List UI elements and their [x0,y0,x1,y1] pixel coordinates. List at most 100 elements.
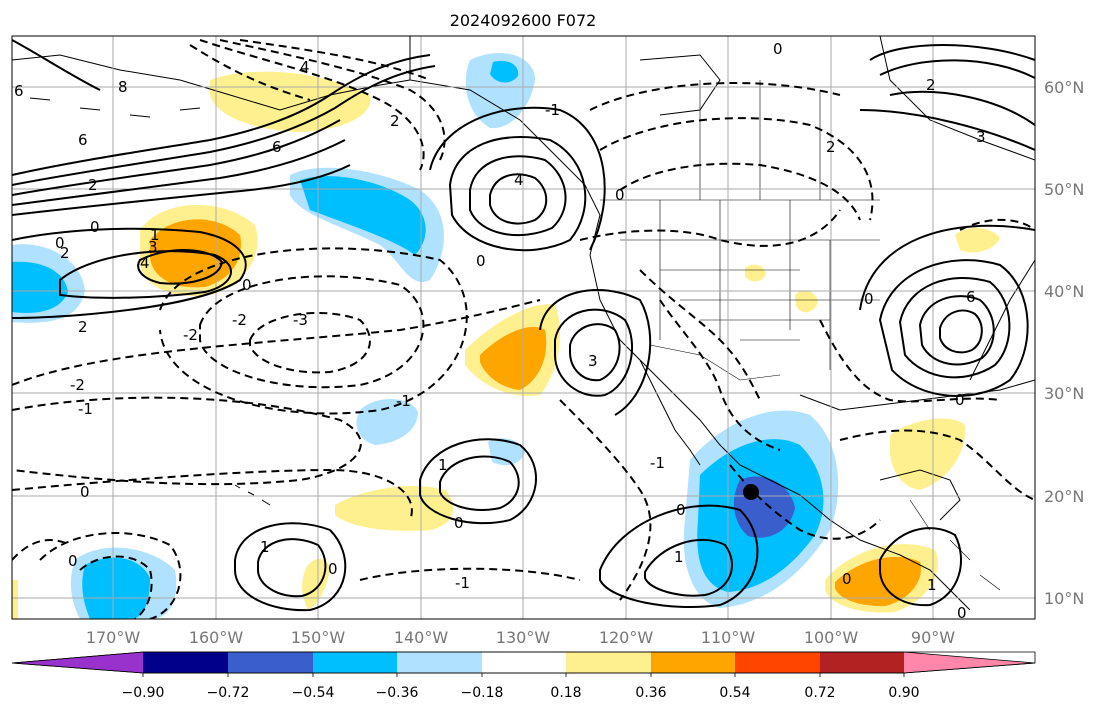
anomaly-region-orange [835,556,921,607]
longitude-tick-label: 130°W [496,628,551,647]
anomaly-region-blue [82,557,150,619]
contour-label: 0 [55,234,65,252]
colorbar-segment [228,652,313,673]
contour-jet-band [12,65,436,186]
contour-greenland-high [879,59,1035,79]
contour-label: -1 [545,101,560,119]
contour-label: 0 [864,290,874,308]
longitude-tick-label: 140°W [394,628,449,647]
map-frame [11,35,1036,620]
contour-east-high [878,259,1029,397]
colorbar-ticks [142,673,905,677]
contour-pacific-low [12,227,247,319]
contour-label: 0 [676,501,686,519]
contour-label: -1 [650,454,665,472]
contour-label: 8 [118,78,128,96]
anomaly-region-yellow [12,580,18,619]
contour-label: 0 [955,391,965,409]
colorbar: −0.90 −0.72 −0.54 −0.36 −0.18 0.18 0.36 … [11,651,1036,701]
contour-labels: 0 0 2 2 2 4 3 1 6 6 8 6 4 0 0 0 -2 -2 -3… [14,40,986,622]
contour-label: 0 [957,604,967,622]
longitude-tick-label: 170°W [86,628,141,647]
hawaii-islands [234,484,271,506]
positive-contours [12,39,1035,612]
contour-dashed [819,319,1001,403]
contour-label: 2 [390,112,400,130]
state-lines [620,200,880,370]
plot-title: 2024092600 F072 [450,11,597,30]
contour-subtropical-high [439,455,520,511]
anomaly-region-orange [480,326,547,390]
contour-label: 0 [80,483,90,501]
contour-label: 0 [68,552,78,570]
contour-dashed [839,429,1035,501]
contour-label: 3 [148,238,158,256]
colorbar-tick-label: −0.18 [461,685,504,701]
contour-jet-band [12,139,346,206]
latitude-tick-label: 20°N [1044,487,1084,506]
latitude-axis: 60°N 50°N 40°N 30°N 20°N 10°N [1044,78,1084,608]
contour-label: 3 [588,352,598,370]
colorbar-segment [820,652,904,673]
contour-dashed [359,567,581,581]
longitude-tick-label: 120°W [599,628,654,647]
contour-label: 4 [140,254,150,272]
contour-label: 1 [260,538,270,556]
contour-label: 2 [60,244,70,262]
contour-pacific-low [59,250,232,299]
contour-dashed [12,299,541,386]
anomaly-region-yellow [955,227,1000,253]
contour-label: 1 [674,548,684,566]
contour-central-america-high [879,527,963,607]
contour-label: 6 [272,138,282,156]
contour-gulf-alaska-high [448,136,587,252]
colorbar-tick-label: 0.72 [804,685,835,701]
longitude-tick-label: 150°W [291,628,346,647]
contour-dashed [249,311,371,374]
political-borders [409,36,1001,591]
alaska-coast [12,54,411,111]
contour-dashed [619,162,861,221]
contour-dashed [189,44,311,101]
anomaly-region-blue [490,60,519,83]
contour-jet-band [12,164,351,216]
contour-hawaii-high [257,538,327,598]
contour-label: -1 [455,574,470,592]
contour-dateline-west [12,39,101,91]
contour-label: 0 [90,218,100,236]
contour-label: 2 [926,76,936,94]
contour-pacific-low [137,249,224,285]
contour-dashed [12,539,71,561]
longitude-axis: 170°W 160°W 150°W 140°W 130°W 120°W 110°… [86,628,955,647]
colorbar-tick-label: −0.90 [122,685,165,701]
contour-dashed [579,209,841,247]
colorbar-segment [566,652,651,673]
colorbar-segment [735,652,820,673]
contour-dashed [39,532,182,619]
contour-label: 6 [14,82,24,100]
latitude-tick-label: 50°N [1044,180,1084,199]
contour-label: 2 [88,176,98,194]
contour-mexico-high [644,538,734,597]
contour-dashed [959,218,1035,231]
colorbar-tick-label: 0.36 [635,685,666,701]
contour-label: 0 [454,514,464,532]
anomaly-region-blue [12,261,68,313]
colorbar-tick-label: −0.54 [292,685,335,701]
contour-east-high [918,295,995,366]
contour-dashed [219,39,446,161]
anomaly-region-yellow [795,290,818,313]
contour-label: -2 [183,326,198,344]
contour-label: 6 [78,131,88,149]
colorbar-segment [397,652,482,673]
contour-gulf-alaska-high [489,173,548,225]
us-mexico-border [649,344,781,381]
contour-offshore-high [554,308,634,397]
colorbar-segment [313,652,397,673]
contour-label: -2 [70,376,85,394]
contour-label: 2 [78,318,88,336]
coastlines [12,36,1035,611]
contour-label: -2 [232,311,247,329]
